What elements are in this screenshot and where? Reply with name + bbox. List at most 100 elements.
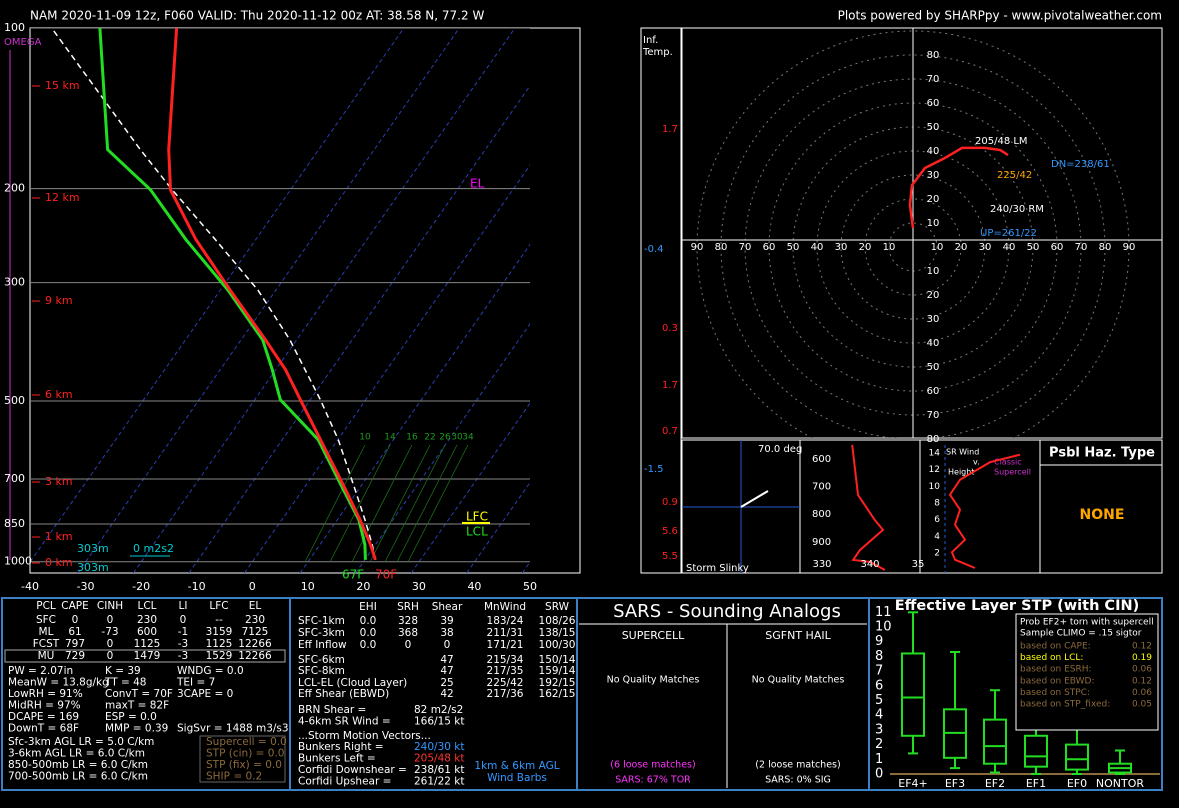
label: 38: [440, 627, 453, 639]
height-label: 6 km: [45, 388, 73, 401]
label: 47: [440, 654, 453, 666]
label: Temp.: [642, 47, 673, 58]
label: 7125: [242, 626, 269, 638]
hodo-label: 30: [835, 242, 848, 253]
y-tick-label: 10: [929, 482, 941, 492]
hodo-label: 50: [927, 122, 940, 133]
box: [983, 718, 1007, 765]
label: Sample CLIMO = .15 sigtor: [1020, 629, 1142, 639]
label: 100/30: [539, 639, 576, 651]
label: based on EBWD:: [1020, 676, 1095, 686]
label: 0.0: [360, 615, 377, 627]
x-tick-label: EF1: [1026, 777, 1046, 790]
mixing-ratio-label: 26: [439, 433, 451, 443]
label: CINH: [97, 600, 123, 612]
hodo-label: 60: [927, 386, 940, 397]
label: 39: [440, 615, 453, 627]
label: 238/61 kt: [414, 764, 464, 776]
label: SGFNT HAIL: [765, 629, 831, 642]
label: STP (cin) = 0.0: [206, 748, 284, 760]
label: ESP = 0.0: [105, 711, 157, 723]
hodo-label: 50: [927, 362, 940, 373]
hodo-label: 50: [787, 242, 800, 253]
y-tick-label: 300: [4, 276, 25, 289]
x-tick-label: EF4+: [898, 777, 928, 790]
label: SRW: [545, 601, 570, 613]
height-label: 0 km: [45, 556, 73, 569]
dividers: [9, 50, 867, 788]
label: 150/14: [539, 654, 576, 666]
label: -3: [178, 650, 188, 662]
label: Bunkers Right =: [298, 741, 384, 753]
label: 3CAPE = 0: [177, 688, 233, 700]
mixing-ratio-line: [351, 444, 413, 563]
hodo-label: 70: [927, 410, 940, 421]
inflow-top: 303m: [77, 542, 109, 555]
label: 1479: [134, 650, 161, 662]
advection-value: -0.4: [644, 244, 664, 255]
label: FCST: [33, 638, 60, 650]
label: Wind Barbs: [487, 772, 547, 784]
advection-value: 0.7: [662, 426, 678, 437]
label: Sfc-3km AGL LR = 5.0 C/km: [8, 736, 154, 748]
label: Inf.: [643, 35, 658, 46]
sr-note: Classic: [994, 458, 1022, 467]
advection-value: 5.5: [662, 551, 678, 562]
hodo-label: 30: [927, 170, 940, 181]
label: 70.0 deg: [758, 444, 802, 455]
label: SigSvr = 1488 m3/s3: [177, 723, 289, 735]
label: 0: [107, 650, 114, 662]
label: 1529: [206, 650, 233, 662]
label: 225/42: [487, 677, 524, 689]
label: SFC-1km: [298, 615, 345, 627]
y-tick-label: 8: [934, 499, 940, 509]
label: 3-6km AGL LR = 6.0 C/km: [8, 748, 145, 760]
label: 0.06: [1132, 665, 1152, 675]
label: (2 loose matches): [755, 760, 840, 771]
height-label: 15 km: [45, 79, 80, 92]
y-tick-label: 0: [875, 767, 883, 782]
mixing-ratio-label: 34: [462, 433, 474, 443]
label: 1125: [134, 638, 161, 650]
label: based on LCL:: [1020, 653, 1083, 663]
hodo-label: 30: [979, 242, 992, 253]
hodo-label: 60: [927, 98, 940, 109]
label: SARS - Sounding Analogs: [613, 601, 841, 622]
clip-group: [682, 28, 1162, 438]
label: 47: [440, 665, 453, 677]
label: 729: [65, 650, 85, 662]
label: 797: [65, 638, 85, 650]
label: -73: [101, 626, 118, 638]
header-title: NAM 2020-11-09 12z, F060 VALID: Thu 2020…: [30, 9, 484, 23]
label: 82 m2/s2: [414, 704, 463, 716]
x-tick-label: -30: [77, 580, 95, 593]
label: 205/48 kt: [414, 753, 464, 765]
y-tick-label: 1: [875, 752, 883, 767]
header-credit: Plots powered by SHARPpy - www.pivotalwe…: [838, 9, 1162, 23]
hodo-label: 80: [927, 50, 940, 61]
y-tick-label: 6: [934, 515, 940, 525]
sr-title: v.: [973, 458, 980, 467]
sr-profile: [948, 453, 1021, 569]
isotherm: [188, 84, 530, 573]
inflow-esrh: 0 m2s2: [133, 542, 174, 555]
parcel-profile: [50, 28, 377, 560]
mixing-ratio-line: [384, 444, 446, 563]
mixing-ratio-label: 16: [406, 433, 418, 443]
label: No Quality Matches: [752, 675, 845, 686]
height-label: 9 km: [45, 294, 73, 307]
label: MidRH = 97%: [8, 700, 81, 712]
x-tick-label: -40: [21, 580, 39, 593]
label: 0: [180, 614, 187, 626]
label: 162/15: [539, 688, 576, 700]
label: 240/30 kt: [414, 741, 464, 753]
advection-value: 0.3: [662, 323, 678, 334]
label: 192/15: [539, 677, 576, 689]
label: SFC-6km: [298, 654, 345, 666]
omega-label: OMEGA: [4, 37, 42, 48]
label: SARS: 67% TOR: [615, 775, 691, 786]
hodo-label: 80: [715, 242, 728, 253]
label: SFC-8km: [298, 665, 345, 677]
surface-temperature: 70F: [375, 568, 397, 582]
isotherm: [30, 28, 405, 563]
